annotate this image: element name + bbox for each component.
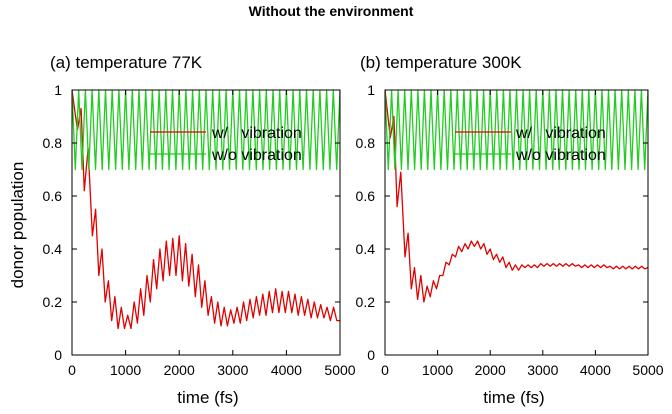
panel-b-xtick-label: 4000 (580, 362, 611, 378)
panel-a-ytick-label: 0.6 (43, 188, 63, 204)
panel-b-ytick-label: 0.8 (356, 135, 376, 151)
panel-b-ytick-label: 0.4 (356, 241, 376, 257)
panel-b-frame (384, 89, 649, 356)
panel-a-xtick-label: 0 (68, 362, 76, 378)
panel-a-series-vibration-line (72, 90, 340, 330)
panel-b-legend: w/ vibration w/o vibration (455, 125, 606, 164)
panel-a-ytick-label: 0 (54, 347, 62, 363)
panel-a-ytick-label: 0.8 (43, 135, 63, 151)
panel-b: (b) temperature 300K time (fs) 0 1000 2000… (356, 53, 664, 407)
panel-b-xtick-label: 1000 (422, 362, 453, 378)
panel-b-label: (b) temperature 300K (360, 53, 522, 72)
panel-a-series-novibration-line (72, 90, 340, 171)
panel-a-xlabel: time (fs) (177, 388, 238, 407)
panel-b-series-novibration-line (385, 90, 648, 171)
panel-a-frame (71, 89, 341, 356)
panel-a-plot: 0 1000 2000 3000 4000 5000 0 0.2 0.4 0.6 0.8 1 (43, 82, 356, 378)
panel-a-xtick-label: 1000 (110, 362, 141, 378)
panel-b-plot: 0 1000 2000 3000 4000 5000 0 0.2 0.4 0.6 0.8 1 (356, 82, 664, 378)
panel-b-legend-label-vibration: w/ vibration (515, 125, 606, 142)
panel-a-xtick-label: 2000 (164, 362, 195, 378)
panel-b-legend-label-novibration: w/o vibration (515, 147, 606, 164)
panel-b-xlabel: time (fs) (483, 388, 544, 407)
panel-b-series-vibration-line (385, 90, 648, 303)
panel-a-legend-label-vibration: w/ vibration (211, 125, 302, 142)
panel-a-ytick-label: 0.2 (43, 294, 63, 310)
panel-a-legend: w/ vibration w/o vibration (150, 125, 302, 164)
panel-a-ylabel: donor population (8, 162, 27, 289)
panel-a-xtick-label: 4000 (271, 362, 302, 378)
panel-b-xtick-label: 5000 (632, 362, 663, 378)
panel-b-xtick-label: 3000 (527, 362, 558, 378)
panel-a-ytick-label: 1 (54, 82, 62, 98)
panel-b-ytick-label: 0.6 (356, 188, 376, 204)
panel-a-xtick-label: 3000 (217, 362, 248, 378)
panel-b-ytick-label: 1 (367, 82, 375, 98)
panel-b-xtick-label: 2000 (475, 362, 506, 378)
figure-title: Without the environment (249, 3, 414, 19)
panel-b-xtick-label: 0 (381, 362, 389, 378)
panel-a-ytick-label: 0.4 (43, 241, 63, 257)
panel-a-xtick-label: 5000 (324, 362, 355, 378)
panel-b-ytick-label: 0 (367, 347, 375, 363)
panel-b-ytick-label: 0.2 (356, 294, 376, 310)
panel-a: (a) temperature 77K donor population tim… (8, 53, 356, 407)
panel-a-label: (a) temperature 77K (50, 53, 203, 72)
panel-a-legend-label-novibration: w/o vibration (211, 147, 302, 164)
